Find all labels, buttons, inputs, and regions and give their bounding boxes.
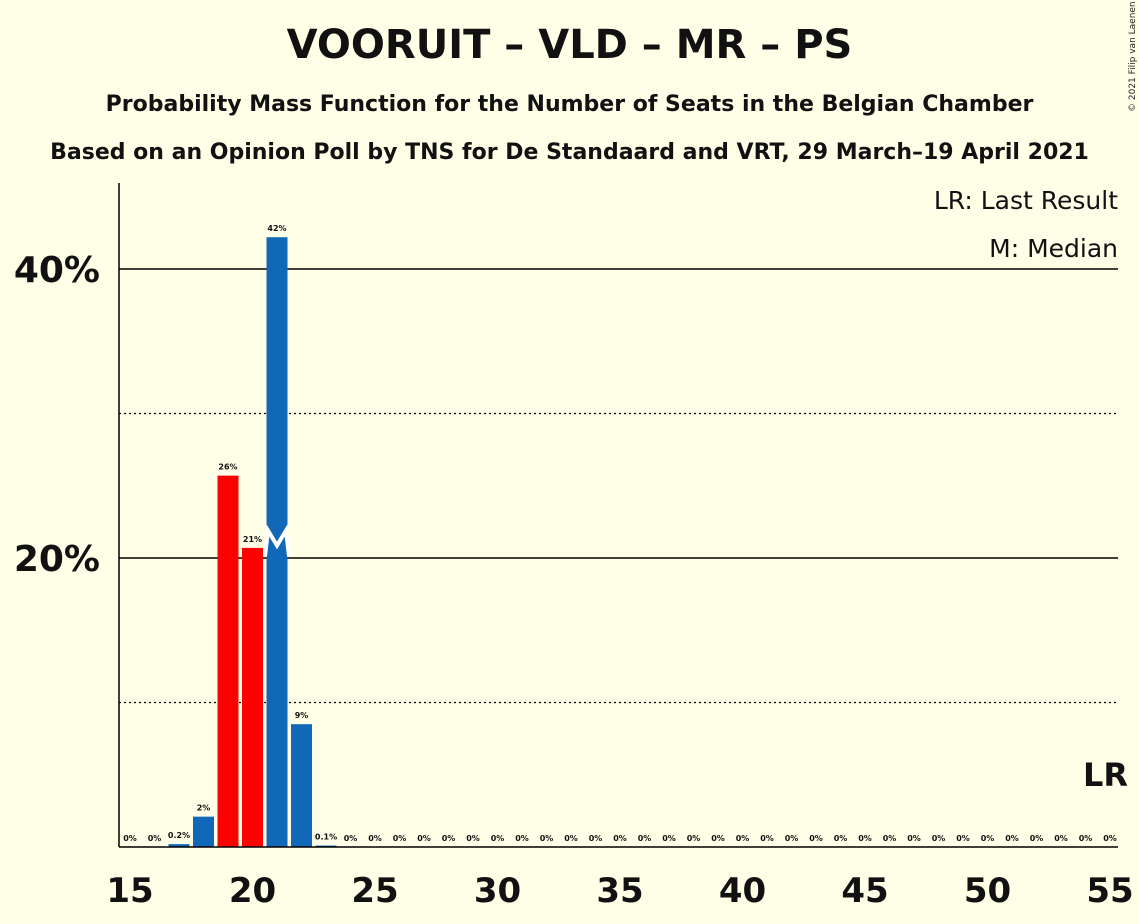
median-marker (263, 524, 291, 557)
bar-label-33: 0% (564, 834, 578, 843)
bar-label-20: 21% (243, 535, 262, 544)
bar-label-43: 0% (809, 834, 823, 843)
bar-label-30: 0% (491, 834, 505, 843)
bars (168, 237, 337, 847)
bar-label-42: 0% (785, 834, 799, 843)
bar-label-49: 0% (956, 834, 970, 843)
bar-22 (291, 724, 312, 847)
bar-label-25: 0% (368, 834, 382, 843)
bar-label-48: 0% (932, 834, 946, 843)
legend-median: M: Median (989, 234, 1118, 263)
bar-label-16: 0% (148, 834, 162, 843)
bar-label-35: 0% (613, 834, 627, 843)
bar-label-50: 0% (981, 834, 995, 843)
legend: LR: Last Result M: Median (934, 186, 1118, 263)
bar-label-29: 0% (466, 834, 480, 843)
bar-label-55: 0% (1103, 834, 1117, 843)
x-tick-label: 40 (719, 871, 766, 911)
bar-19 (217, 475, 239, 847)
bar-label-22: 9% (295, 711, 309, 720)
bar-label-34: 0% (589, 834, 603, 843)
bar-label-53: 0% (1054, 834, 1068, 843)
bar-label-44: 0% (834, 834, 848, 843)
bar-18 (193, 816, 214, 847)
bar-labels: 0% 0% 0.2% 2% 26% 21% 42% 9% 0.1% 0% 0% 0% 0% 0% 0% 0% 0… (123, 224, 1117, 843)
x-tick-label: 20 (229, 871, 276, 911)
bar-label-15: 0% (123, 834, 137, 843)
bar-20 (242, 547, 263, 847)
bar-label-27: 0% (417, 834, 431, 843)
x-tick-label: 35 (596, 871, 643, 911)
bar-label-32: 0% (540, 834, 554, 843)
x-tick-label: 25 (351, 871, 398, 911)
x-tick-label: 45 (841, 871, 888, 911)
x-tick-label: 15 (106, 871, 153, 911)
bar-label-39: 0% (711, 834, 725, 843)
chart-subtitle: Probability Mass Function for the Number… (105, 92, 1034, 117)
bar-label-28: 0% (442, 834, 456, 843)
bar-label-46: 0% (883, 834, 897, 843)
x-tick-label: 50 (964, 871, 1011, 911)
bar-label-54: 0% (1079, 834, 1093, 843)
bar-label-19: 26% (218, 463, 237, 472)
markers: LR (263, 524, 1128, 794)
legend-last-result: LR: Last Result (934, 186, 1118, 215)
bar-label-37: 0% (662, 834, 676, 843)
x-tick-label: 55 (1086, 871, 1133, 911)
bar-label-31: 0% (515, 834, 529, 843)
bar-label-47: 0% (907, 834, 921, 843)
bar-label-40: 0% (736, 834, 750, 843)
bar-label-36: 0% (638, 834, 652, 843)
bar-label-26: 0% (393, 834, 407, 843)
bar-label-23: 0.1% (315, 833, 337, 842)
bar-label-38: 0% (687, 834, 701, 843)
x-tick-label: 30 (474, 871, 521, 911)
bar-label-45: 0% (858, 834, 872, 843)
axes: 20% 40% 15 20 25 30 35 40 45 50 55 (14, 183, 1134, 911)
y-tick-label: 40% (14, 250, 100, 291)
bar-label-18: 2% (197, 804, 211, 813)
bar-label-21: 42% (267, 224, 286, 233)
bar-label-52: 0% (1030, 834, 1044, 843)
y-tick-label: 20% (14, 539, 100, 580)
chart-source-subtitle: Based on an Opinion Poll by TNS for De S… (50, 140, 1089, 165)
last-result-marker: LR (1083, 756, 1128, 794)
chart-title: VOORUIT – VLD – MR – PS (286, 22, 853, 68)
bar-label-17: 0.2% (168, 831, 190, 840)
bar-label-24: 0% (344, 834, 358, 843)
bar-label-41: 0% (760, 834, 774, 843)
bar-17 (168, 844, 190, 847)
bar-label-51: 0% (1005, 834, 1019, 843)
